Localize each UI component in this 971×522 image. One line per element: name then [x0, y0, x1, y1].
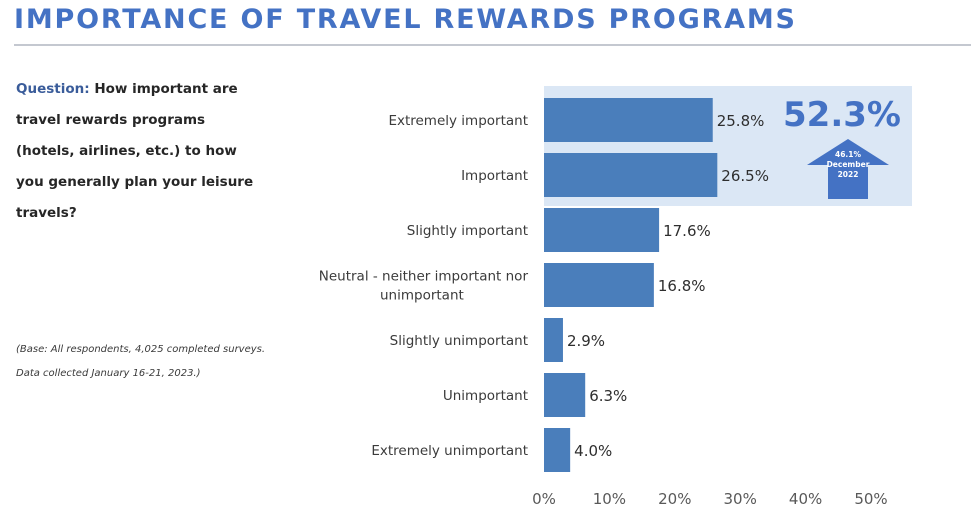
- up-arrow-icon: [807, 139, 889, 199]
- x-tick-label: 40%: [789, 490, 822, 508]
- arrow-label: December: [827, 160, 870, 169]
- base-note: (Base: All respondents, 4,025 completed …: [16, 338, 316, 386]
- base-note-line-1: (Base: All respondents, 4,025 completed …: [16, 344, 266, 355]
- data-label: 2.9%: [567, 332, 605, 350]
- data-label: 26.5%: [721, 167, 769, 185]
- data-label: 17.6%: [663, 222, 711, 240]
- x-tick-label: 20%: [658, 490, 691, 508]
- bar: [544, 263, 654, 307]
- question-label: Question:: [16, 81, 90, 97]
- x-tick-label: 10%: [593, 490, 626, 508]
- category-label: Extremely unimportant: [371, 443, 528, 459]
- survey-question: Question: How important are travel rewar…: [16, 74, 256, 229]
- arrow-label: 2022: [838, 170, 859, 179]
- bar: [544, 208, 660, 252]
- bar: [544, 318, 563, 362]
- title-divider: [14, 44, 971, 46]
- question-text: How important are travel rewards program…: [16, 81, 254, 221]
- data-label: 6.3%: [589, 387, 627, 405]
- bar: [544, 153, 718, 197]
- arrow-label: 46.1%: [835, 150, 862, 159]
- x-tick-label: 30%: [724, 490, 757, 508]
- category-label: Unimportant: [443, 388, 528, 404]
- callout-value: 52.3%: [783, 95, 901, 135]
- bar: [544, 98, 713, 142]
- category-label: Neutral - neither important nor: [319, 269, 529, 285]
- data-label: 4.0%: [574, 442, 612, 460]
- data-label: 25.8%: [717, 112, 765, 130]
- category-label: Slightly important: [407, 223, 528, 239]
- bar: [544, 373, 586, 417]
- data-label: 16.8%: [658, 277, 706, 295]
- category-label: Extremely important: [388, 113, 528, 129]
- bar: [544, 428, 571, 472]
- category-label: unimportant: [380, 288, 464, 304]
- category-label: Slightly unimportant: [390, 333, 528, 349]
- x-tick-label: 0%: [532, 490, 556, 508]
- page-title: IMPORTANCE OF TRAVEL REWARDS PROGRAMS: [14, 4, 797, 35]
- base-note-line-2: Data collected January 16-21, 2023.): [16, 368, 201, 379]
- category-label: Important: [461, 168, 528, 184]
- x-tick-label: 50%: [854, 490, 887, 508]
